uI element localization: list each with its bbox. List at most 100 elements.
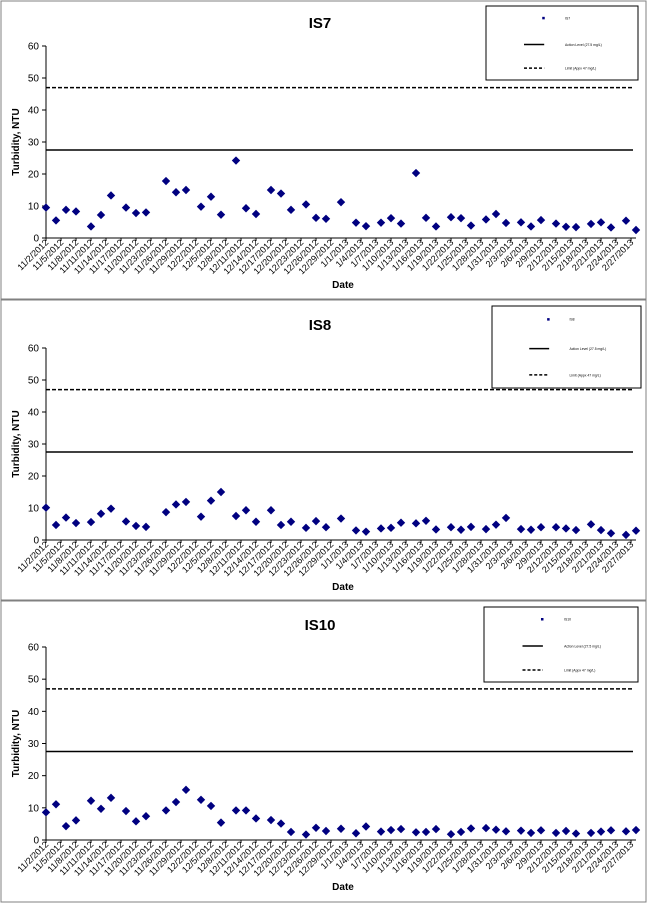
data-point [51, 800, 61, 809]
y-axis-label: Turbidity, NTU [11, 710, 22, 777]
legend-entry: Action Level (27.5 mg/L) [565, 43, 602, 47]
data-point [481, 524, 491, 534]
y-tick-label: 20 [28, 170, 40, 181]
y-tick-label: 40 [28, 106, 40, 117]
data-point [321, 826, 331, 836]
data-point [386, 213, 396, 223]
data-point [446, 213, 456, 222]
data-point [51, 520, 61, 530]
data-point [376, 524, 386, 533]
data-point [361, 527, 371, 536]
y-axis-label: Turbidity, NTU [11, 108, 22, 175]
data-point [61, 821, 71, 831]
data-point [321, 214, 331, 223]
data-point [321, 523, 331, 532]
data-point [251, 209, 261, 219]
data-point [41, 808, 51, 817]
data-point [216, 818, 226, 827]
data-point [71, 207, 81, 216]
data-point [131, 208, 141, 218]
data-point [161, 176, 171, 186]
data-point [561, 222, 571, 231]
data-point [526, 828, 536, 838]
legend: IS8 Action Level (27.5 mg/L) Limit (Appx 4… [491, 305, 642, 389]
data-point [41, 203, 51, 212]
data-point [526, 525, 536, 534]
data-point [311, 823, 321, 832]
data-point [181, 497, 191, 507]
y-tick-label: 0 [33, 536, 39, 547]
data-point [241, 204, 251, 213]
data-point [411, 828, 421, 837]
data-point [196, 795, 206, 804]
data-point [336, 824, 346, 833]
data-point [586, 520, 596, 529]
data-point [106, 504, 116, 513]
data-point [106, 191, 116, 200]
data-point [216, 210, 226, 219]
data-point [41, 503, 51, 512]
y-tick-label: 10 [28, 803, 40, 814]
legend-marker-swatch [542, 16, 545, 20]
data-point [276, 520, 286, 530]
data-point [196, 202, 206, 211]
data-point [311, 516, 321, 526]
data-point [421, 827, 431, 837]
data-point [96, 210, 106, 220]
data-point [456, 525, 466, 534]
data-point [141, 208, 151, 217]
data-point [171, 188, 181, 197]
data-point [161, 806, 171, 815]
data-point [86, 222, 96, 231]
data-point [446, 830, 456, 839]
data-point [586, 828, 596, 838]
legend-entry: IS10 [564, 618, 571, 622]
legend-marker-swatch [540, 618, 544, 621]
legend-entry: Limit (Appx 47 mg/L) [569, 373, 600, 377]
data-point [551, 219, 561, 228]
data-point [336, 197, 346, 207]
data-point [501, 218, 511, 228]
legend-entry: Action Level (27.5 mg/L) [569, 347, 606, 351]
x-axis-label: Date [332, 882, 354, 893]
data-point [526, 222, 536, 231]
data-point [131, 521, 141, 531]
data-point [206, 192, 216, 201]
data-point [106, 793, 116, 803]
data-point [466, 522, 476, 532]
data-point [516, 218, 526, 227]
data-point [376, 218, 386, 227]
data-point [251, 517, 261, 526]
data-point [596, 827, 606, 836]
data-point [561, 826, 571, 836]
data-point [276, 819, 286, 828]
y-tick-label: 30 [28, 739, 40, 750]
y-tick-label: 50 [28, 376, 40, 387]
y-tick-label: 0 [33, 836, 39, 847]
data-point [231, 806, 241, 815]
x-axis-label: Date [332, 280, 354, 291]
data-point [491, 520, 501, 529]
data-point [301, 523, 311, 533]
data-point [276, 189, 286, 198]
data-point [621, 530, 631, 540]
data-point [516, 826, 526, 835]
data-point [431, 525, 441, 534]
data-point [376, 827, 386, 836]
data-point [466, 824, 476, 833]
data-point [621, 827, 631, 836]
data-point [396, 518, 406, 527]
data-point [61, 205, 71, 215]
y-tick-label: 0 [33, 234, 39, 245]
data-point [631, 825, 641, 835]
data-point [551, 828, 561, 838]
y-tick-label: 10 [28, 202, 40, 213]
chart-title: IS10 [305, 617, 336, 634]
chart-title: IS7 [309, 15, 332, 32]
data-point [606, 223, 616, 232]
panel-border [0, 600, 647, 903]
data-point [96, 509, 106, 518]
legend-box [485, 5, 639, 81]
